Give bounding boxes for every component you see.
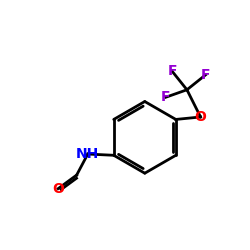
Text: F: F bbox=[167, 64, 177, 78]
Text: F: F bbox=[161, 90, 171, 104]
Text: O: O bbox=[194, 110, 206, 124]
Text: O: O bbox=[52, 182, 64, 196]
Text: F: F bbox=[201, 68, 210, 82]
Text: NH: NH bbox=[76, 147, 100, 161]
